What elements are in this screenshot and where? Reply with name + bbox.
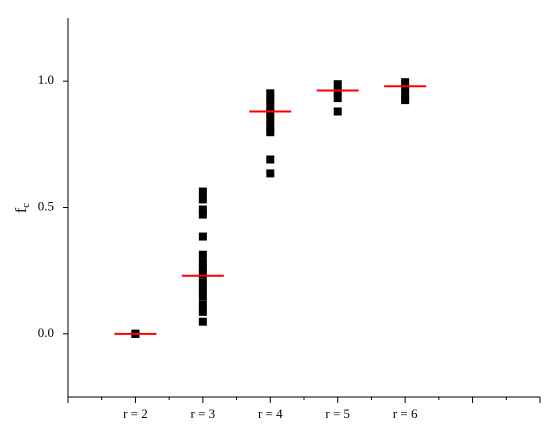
data-point: [198, 278, 207, 287]
data-point: [198, 317, 207, 326]
y-label-main: f: [13, 207, 30, 213]
x-tick-label: r = 3: [191, 406, 216, 421]
data-point: [198, 307, 207, 316]
y-tick-label: 0.5: [38, 198, 54, 213]
data-point: [266, 155, 275, 164]
x-tick-label: r = 6: [393, 406, 418, 421]
data-point: [198, 300, 207, 309]
y-tick-label: 1.0: [38, 72, 54, 87]
y-label-sub: c: [20, 203, 32, 208]
data-point: [198, 292, 207, 301]
data-point: [198, 187, 207, 196]
data-point: [266, 122, 275, 131]
x-tick-label: r = 5: [325, 406, 350, 421]
x-tick-label: r = 4: [258, 406, 283, 421]
data-point: [198, 232, 207, 241]
data-point: [198, 285, 207, 294]
data-point: [333, 107, 342, 116]
x-tick-label: r = 2: [123, 406, 148, 421]
data-point: [266, 89, 275, 98]
data-point: [198, 210, 207, 219]
data-point: [266, 95, 275, 104]
data-point: [333, 94, 342, 103]
data-point: [266, 128, 275, 137]
data-point: [198, 258, 207, 267]
data-point: [198, 270, 207, 279]
data-point: [198, 263, 207, 272]
data-point: [198, 195, 207, 204]
data-point: [401, 96, 410, 105]
data-point: [266, 102, 275, 111]
data-point: [333, 80, 342, 89]
data-point: [401, 78, 410, 87]
y-axis-label: fc: [13, 203, 32, 213]
data-point: [401, 85, 410, 94]
data-point: [198, 205, 207, 214]
data-point: [266, 115, 275, 124]
y-tick-label: 0.0: [38, 325, 54, 340]
data-point: [266, 169, 275, 178]
data-point: [198, 250, 207, 259]
